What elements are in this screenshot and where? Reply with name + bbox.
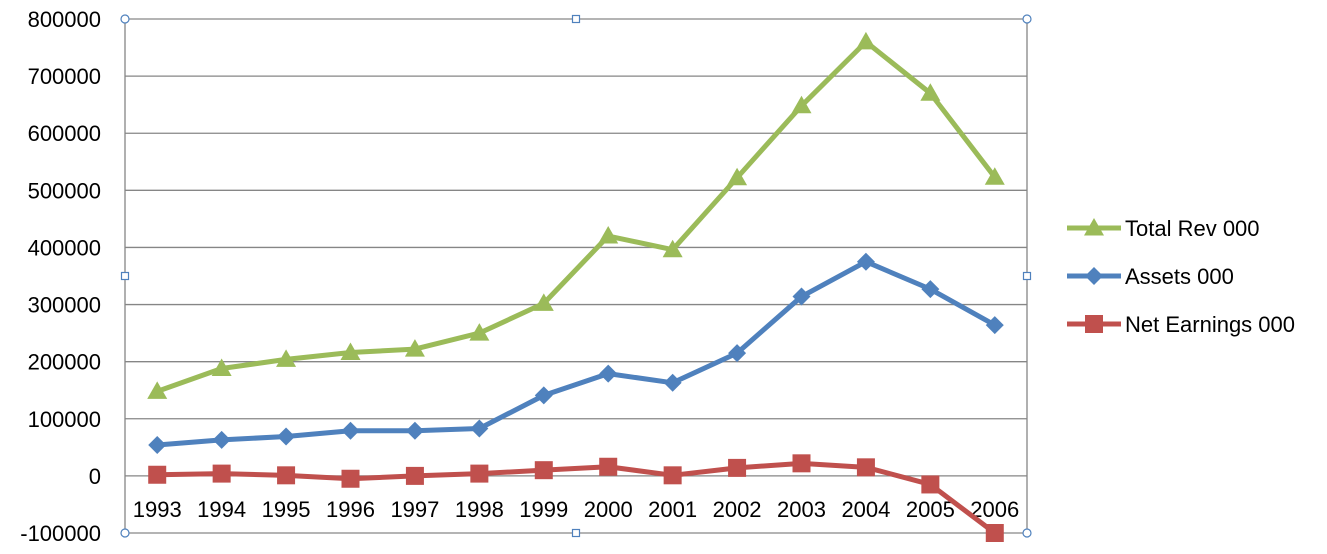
data-point xyxy=(534,386,553,405)
y-axis-ticks: -100000 0 100000 200000 300000 400000 500000 60… xyxy=(20,7,101,546)
data-point xyxy=(148,465,167,484)
data-point xyxy=(662,239,683,258)
y-tick-label: -100000 xyxy=(20,521,101,546)
data-point xyxy=(599,457,618,476)
data-point xyxy=(921,475,940,494)
plot-area-frame xyxy=(124,19,1028,533)
data-point xyxy=(792,287,811,306)
series-line xyxy=(154,39,998,394)
data-point xyxy=(920,83,941,101)
x-tick-label: 2005 xyxy=(906,497,955,522)
legend-label: Assets 000 xyxy=(1125,264,1234,289)
data-point xyxy=(599,364,618,383)
y-tick-label: 600000 xyxy=(28,121,101,146)
x-tick-label: 1997 xyxy=(390,497,439,522)
corner-handle xyxy=(1022,528,1032,538)
data-point xyxy=(340,342,361,361)
data-point xyxy=(277,466,296,485)
legend-item: Total Rev 000 xyxy=(1067,216,1260,241)
y-tick-label: 200000 xyxy=(28,350,101,375)
x-tick-label: 1995 xyxy=(262,497,311,522)
data-point xyxy=(212,464,231,483)
legend-label: Total Rev 000 xyxy=(1125,216,1260,241)
data-point xyxy=(727,167,748,186)
legend-marker xyxy=(1084,218,1104,236)
edge-handle xyxy=(571,528,581,538)
y-tick-label: 800000 xyxy=(28,7,101,32)
x-tick-label: 2002 xyxy=(713,497,762,522)
y-tick-label: 300000 xyxy=(28,293,101,318)
data-point xyxy=(276,349,297,367)
data-point xyxy=(147,381,168,399)
data-point xyxy=(470,419,489,438)
data-point xyxy=(405,466,424,485)
series-line xyxy=(154,259,998,448)
x-tick-label: 2003 xyxy=(777,497,826,522)
data-point xyxy=(921,280,940,299)
series-line xyxy=(154,460,998,536)
corner-handle xyxy=(120,14,130,24)
data-point xyxy=(663,466,682,485)
data-point xyxy=(985,316,1004,335)
legend-label: Net Earnings 000 xyxy=(1125,312,1295,337)
data-point xyxy=(148,436,167,455)
legend-marker xyxy=(1085,315,1103,333)
selection-handles xyxy=(120,14,1032,538)
data-point xyxy=(534,461,553,480)
edge-handle xyxy=(571,14,581,24)
data-point xyxy=(469,323,490,341)
x-tick-label: 1999 xyxy=(519,497,568,522)
data-point xyxy=(470,464,489,483)
x-tick-label: 1998 xyxy=(455,497,504,522)
y-tick-label: 100000 xyxy=(28,407,101,432)
data-point xyxy=(404,339,425,357)
data-point xyxy=(728,344,747,363)
x-axis-ticks: 1993 1994 1995 1996 1997 1998 1999 2000 2001 2002… xyxy=(133,497,1020,522)
x-tick-label: 2000 xyxy=(584,497,633,522)
series-assets-000 xyxy=(148,252,1004,455)
data-point xyxy=(985,524,1004,542)
y-tick-label: 500000 xyxy=(28,178,101,203)
data-point xyxy=(855,31,876,50)
data-point xyxy=(405,421,424,440)
data-point xyxy=(212,430,231,449)
data-point xyxy=(663,373,682,392)
data-point xyxy=(341,421,360,440)
data-point xyxy=(856,458,875,477)
series-total-rev-000 xyxy=(147,31,1005,399)
series-net-earnings-000 xyxy=(148,454,1004,542)
series-group xyxy=(147,31,1005,542)
x-tick-label: 2004 xyxy=(841,497,890,522)
y-tick-label: 400000 xyxy=(28,235,101,260)
edge-handle xyxy=(120,271,130,281)
data-point xyxy=(211,358,232,377)
data-point xyxy=(984,167,1005,185)
edge-handle xyxy=(1022,271,1032,281)
data-point xyxy=(277,427,296,446)
gridlines xyxy=(125,18,1027,534)
legend-marker xyxy=(1085,267,1103,285)
legend-item: Assets 000 xyxy=(1067,264,1234,289)
y-tick-label: 700000 xyxy=(28,64,101,89)
legend-item: Net Earnings 000 xyxy=(1067,312,1295,337)
x-tick-label: 1993 xyxy=(133,497,182,522)
x-tick-label: 2001 xyxy=(648,497,697,522)
data-point xyxy=(791,95,812,114)
data-point xyxy=(792,454,811,473)
corner-handle xyxy=(120,528,130,538)
data-point xyxy=(856,252,875,271)
corner-handle xyxy=(1022,14,1032,24)
data-point xyxy=(728,458,747,477)
data-point xyxy=(341,469,360,488)
x-tick-label: 1994 xyxy=(197,497,246,522)
data-point xyxy=(533,293,554,311)
x-tick-label: 1996 xyxy=(326,497,375,522)
y-tick-label: 0 xyxy=(89,464,101,489)
legend: Total Rev 000 Assets 000 Net Earnings 000 xyxy=(1067,216,1295,337)
data-point xyxy=(598,226,619,244)
